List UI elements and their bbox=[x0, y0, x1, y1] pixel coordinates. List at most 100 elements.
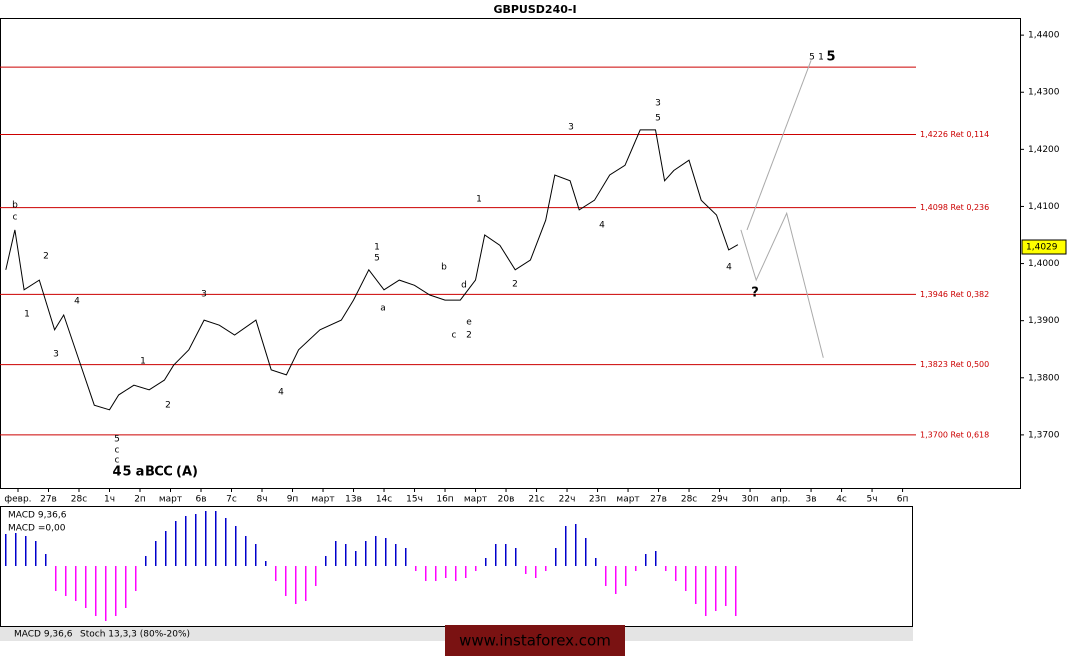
wave-label: 3 bbox=[201, 290, 207, 300]
macd-bar bbox=[735, 566, 737, 616]
macd-bar bbox=[485, 558, 487, 566]
wave-label: d bbox=[461, 281, 467, 291]
macd-bar bbox=[445, 566, 447, 578]
x-tick-label: 1ч bbox=[104, 495, 115, 505]
x-tick-label: 8ч bbox=[256, 495, 267, 505]
tab[interactable]: MACD 9,36,6 bbox=[14, 630, 73, 640]
watermark: www.instaforex.com bbox=[459, 632, 611, 650]
wave-label: 1 bbox=[374, 243, 380, 253]
price-tag-label: 1,4029 bbox=[1026, 243, 1058, 253]
macd-bar bbox=[405, 548, 407, 566]
wave-label: a bbox=[136, 465, 145, 480]
macd-bar bbox=[155, 541, 157, 566]
price-panel bbox=[0, 18, 1021, 489]
forecast-line bbox=[746, 60, 812, 231]
macd-bar bbox=[75, 566, 77, 601]
macd-bar bbox=[465, 566, 467, 578]
wave-label: 5 bbox=[374, 254, 380, 264]
macd-bar bbox=[505, 544, 507, 566]
wave-label: 4 bbox=[112, 465, 121, 480]
wave-label: C bbox=[163, 465, 173, 480]
wave-label: c bbox=[115, 446, 120, 456]
chart-title: GBPUSD240-I bbox=[493, 3, 576, 16]
wave-label: e bbox=[466, 318, 472, 328]
macd-bar bbox=[125, 566, 127, 608]
y-tick-label: 1,3700 bbox=[1028, 430, 1060, 440]
x-tick-label: 9п bbox=[287, 495, 299, 505]
macd-bar bbox=[305, 566, 307, 601]
macd-bar bbox=[95, 566, 97, 616]
macd-bar bbox=[615, 566, 617, 594]
macd-bar bbox=[545, 566, 547, 571]
macd-bar bbox=[205, 511, 207, 566]
x-tick-label: 2п bbox=[134, 495, 146, 505]
x-tick-label: 22ч bbox=[559, 495, 576, 505]
wave-label: 1 bbox=[24, 310, 30, 320]
macd-bar bbox=[285, 566, 287, 596]
macd-bar bbox=[645, 554, 647, 566]
x-tick-label: 28с bbox=[681, 495, 697, 505]
macd-bar bbox=[415, 566, 417, 571]
y-tick-label: 1,4000 bbox=[1028, 259, 1060, 269]
wave-label: 3 bbox=[655, 99, 661, 109]
macd-bar bbox=[255, 544, 257, 566]
x-tick-label: 23п bbox=[589, 495, 606, 505]
wave-label: 4 bbox=[278, 388, 284, 398]
macd-bar bbox=[5, 534, 7, 566]
macd-bar bbox=[135, 566, 137, 591]
wave-label: 1 bbox=[140, 357, 146, 367]
macd-bar bbox=[455, 566, 457, 581]
macd-bar bbox=[715, 566, 717, 611]
macd-bar bbox=[225, 518, 227, 566]
x-tick-label: 30п bbox=[741, 495, 758, 505]
wave-label: C bbox=[154, 465, 164, 480]
y-tick-label: 1,3900 bbox=[1028, 316, 1060, 326]
macd-bar bbox=[555, 548, 557, 566]
wave-label: 4 bbox=[599, 221, 605, 231]
x-tick-label: 16п bbox=[436, 495, 453, 505]
wave-label: 1 bbox=[476, 195, 482, 205]
price-tag bbox=[1021, 239, 1067, 255]
macd-bar bbox=[275, 566, 277, 581]
wave-label: c bbox=[13, 213, 18, 223]
x-tick-label: 14с bbox=[376, 495, 392, 505]
macd-bar bbox=[475, 566, 477, 571]
macd-bar bbox=[365, 541, 367, 566]
macd-bar bbox=[385, 538, 387, 566]
x-tick-label: 13в bbox=[345, 495, 362, 505]
x-tick-label: 20в bbox=[498, 495, 515, 505]
macd-bar bbox=[165, 531, 167, 566]
macd-bar bbox=[635, 566, 637, 571]
wave-label: 5 bbox=[114, 435, 120, 445]
price-line bbox=[5, 129, 739, 411]
macd-bar bbox=[335, 541, 337, 566]
macd-bar bbox=[665, 566, 667, 571]
macd-bar bbox=[295, 566, 297, 604]
y-tick-label: 1,4400 bbox=[1028, 31, 1060, 41]
x-tick-label: 6п bbox=[897, 495, 909, 505]
x-tick-label: март bbox=[616, 495, 639, 505]
macd-bar bbox=[435, 566, 437, 581]
level-label: 1,3946 Ret 0,382 bbox=[920, 290, 989, 299]
level-label: 1,4098 Ret 0,236 bbox=[920, 203, 989, 212]
macd-title: MACD 9,36,6 bbox=[8, 511, 67, 521]
macd-bar bbox=[185, 516, 187, 566]
macd-bar bbox=[25, 536, 27, 566]
y-tick-label: 1,3800 bbox=[1028, 373, 1060, 383]
macd-bar bbox=[325, 556, 327, 566]
x-tick-label: 6в bbox=[195, 495, 206, 505]
wave-label: ? bbox=[751, 286, 759, 301]
macd-bar bbox=[215, 511, 217, 566]
wave-label: b bbox=[441, 263, 447, 273]
wave-label: 2 bbox=[165, 401, 171, 411]
wave-label: 5 bbox=[122, 465, 131, 480]
macd-bar bbox=[625, 566, 627, 586]
macd-bar bbox=[425, 566, 427, 581]
wave-label: 5 bbox=[809, 53, 815, 63]
x-tick-label: 5ч bbox=[867, 495, 878, 505]
wave-label: 4 bbox=[74, 297, 80, 307]
macd-bar bbox=[495, 544, 497, 566]
tab[interactable]: Stoch 13,3,3 (80%-20%) bbox=[80, 630, 190, 640]
